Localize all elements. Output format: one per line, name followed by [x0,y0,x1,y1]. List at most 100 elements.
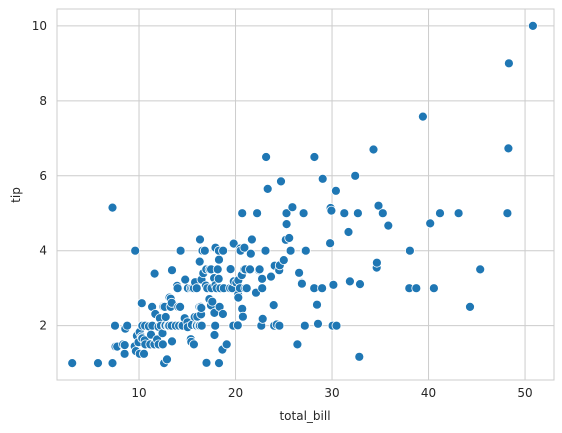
plot-area-background [57,9,554,380]
data-point [210,320,221,331]
data-point [214,254,224,265]
data-point [157,339,168,350]
data-point [257,273,268,284]
data-point [284,233,295,243]
data-point [352,208,363,219]
data-point [194,256,205,267]
data-point [225,264,236,275]
data-point [354,351,365,362]
data-point [110,320,120,331]
data-point [214,358,224,369]
data-point [122,320,133,331]
data-point [528,20,538,31]
x-tick-label: 10 [131,386,146,400]
data-point [331,320,342,331]
data-point [175,245,186,256]
data-point [228,238,239,249]
data-point [262,183,273,194]
data-point [237,311,248,322]
data-point [465,301,475,312]
data-point [257,283,268,294]
data-point [162,354,172,365]
data-point [425,218,436,229]
data-point [411,283,422,294]
data-point [285,245,296,256]
x-tick-label: 50 [517,386,532,400]
data-point [107,202,118,213]
data-point [130,245,141,256]
data-point [377,208,388,219]
data-point [67,358,78,369]
data-point [453,208,464,219]
data-point [139,348,149,359]
data-point [475,264,486,275]
data-point [299,320,310,331]
data-point [199,245,210,256]
data-point [261,152,272,162]
data-point [119,340,130,351]
data-point [221,339,232,350]
data-point [268,300,279,311]
data-point [188,339,199,350]
y-tick-label: 6 [39,169,47,183]
data-point [435,208,445,219]
data-point [201,357,212,368]
x-tick-label: 40 [421,386,436,400]
data-point [371,257,382,268]
x-tick-labels: 10 20 30 40 50 [131,386,532,400]
y-axis-label: tip [9,187,23,203]
data-point [160,312,171,322]
data-point [309,152,320,162]
data-point [343,227,354,237]
data-point [292,339,303,350]
data-point [196,320,207,331]
data-point [217,309,228,319]
data-point [191,283,202,294]
data-point [213,273,224,284]
data-point [136,298,147,309]
data-point [245,248,256,259]
y-tick-label: 2 [39,319,47,333]
data-point [246,234,257,245]
x-tick-label: 20 [228,386,243,400]
data-point [233,292,244,303]
data-point [167,265,177,276]
data-point [212,264,223,275]
data-point [274,320,285,331]
data-point [296,278,307,289]
data-point [368,144,379,155]
data-point [119,348,130,359]
data-point [312,299,322,310]
y-tick-label: 10 [32,19,47,33]
data-point [383,220,394,231]
data-point [502,208,513,219]
x-tick-label: 30 [324,386,339,400]
data-point [326,205,337,216]
data-point [317,283,328,294]
data-point [175,301,186,312]
data-point [266,271,276,282]
data-point [149,268,160,279]
data-point [232,320,243,331]
data-point [428,283,439,294]
y-tick-label: 4 [39,244,47,258]
data-point [257,313,268,324]
data-point [252,208,263,219]
x-axis-label: total_bill [279,409,330,423]
data-point [339,208,350,219]
data-point [209,330,220,340]
data-point [207,296,218,307]
data-point [195,234,205,245]
data-point [239,242,250,253]
data-point [325,238,336,249]
data-point [167,336,177,347]
data-point [294,267,305,278]
data-point [404,245,415,256]
data-point [254,264,265,275]
data-point [278,255,289,266]
data-point [298,208,309,219]
data-point [237,208,248,219]
plot-frame [56,8,555,381]
data-point [328,279,339,290]
